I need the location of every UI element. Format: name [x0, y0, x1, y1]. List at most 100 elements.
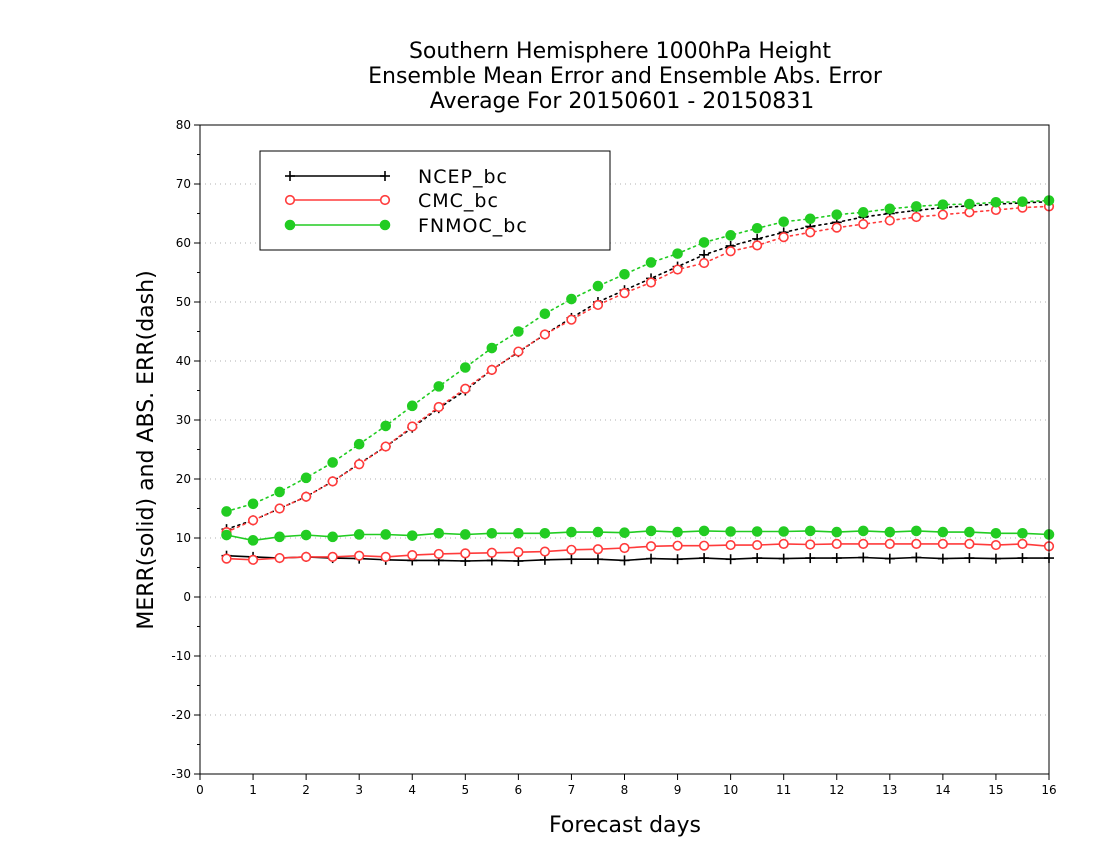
merr-point — [964, 538, 975, 550]
grid-lines — [200, 183, 1049, 716]
y-tick-label: -20 — [171, 708, 191, 722]
merr-point — [380, 529, 392, 540]
x-tick-label: 4 — [408, 783, 416, 797]
abs-err-point — [300, 472, 312, 484]
abs-err-point — [911, 201, 922, 212]
abs-err-point — [406, 400, 418, 412]
x-tick-label: 8 — [621, 783, 629, 797]
merr-point — [884, 538, 895, 550]
merr-point — [221, 529, 232, 541]
y-tick-label: -10 — [171, 649, 191, 663]
abs-err-point — [698, 237, 710, 248]
y-tick-label: 80 — [176, 118, 191, 132]
merr-point — [1017, 527, 1028, 539]
merr-point — [380, 551, 391, 562]
merr-point — [433, 548, 444, 560]
x-tick-label: 5 — [461, 783, 469, 797]
merr-point — [592, 526, 604, 538]
merr-point — [990, 527, 1002, 539]
merr-point — [406, 530, 418, 541]
abs-err-point — [937, 209, 948, 220]
abs-err-point — [645, 277, 657, 288]
abs-err-point — [751, 222, 763, 234]
x-tick-label: 11 — [776, 783, 791, 797]
merr-point — [725, 539, 736, 551]
merr-point — [354, 550, 365, 561]
merr-point — [698, 540, 710, 551]
merr-point — [460, 548, 471, 559]
merr-point — [539, 546, 551, 557]
y-tick-label: 20 — [176, 472, 191, 486]
merr-point — [672, 540, 683, 551]
merr-point — [937, 553, 948, 564]
series-layer — [221, 195, 1055, 567]
legend-marker-right — [379, 194, 391, 206]
legend-marker-left — [284, 194, 296, 206]
merr-point — [513, 556, 524, 567]
x-tick-label: 2 — [302, 783, 310, 797]
abs-err-point — [327, 476, 338, 487]
merr-point — [645, 525, 657, 537]
merr-point — [592, 554, 603, 565]
series-ncep-bc-merr — [221, 550, 1054, 567]
abs-err-point — [831, 222, 842, 233]
abs-err-point — [513, 326, 524, 337]
x-tick-label: 12 — [829, 783, 844, 797]
abs-err-point — [539, 329, 551, 340]
abs-err-point — [433, 401, 444, 413]
merr-point — [937, 526, 949, 538]
merr-point — [911, 538, 922, 550]
abs-err-point — [990, 196, 1002, 208]
y-tick-label: 10 — [176, 531, 191, 545]
merr-point — [486, 527, 498, 539]
merr-point — [884, 526, 896, 538]
merr-point — [566, 526, 577, 538]
abs-err-point — [539, 308, 551, 320]
series-fnmoc-bc-merr — [221, 525, 1055, 546]
y-tick-label: 70 — [176, 177, 191, 191]
abs-err-point — [460, 362, 471, 373]
merr-point — [646, 553, 657, 564]
merr-point — [486, 547, 497, 558]
legend-item: FNMOC_bc — [284, 215, 527, 237]
merr-point — [327, 531, 338, 543]
abs-err-point — [698, 257, 710, 269]
abs-err-point — [619, 268, 630, 280]
x-tick-label: 9 — [674, 783, 682, 797]
abs-err-point — [884, 203, 896, 215]
abs-err-point — [858, 219, 869, 230]
merr-point — [725, 554, 736, 565]
series-cmc-bc-abs-err — [221, 201, 1055, 538]
merr-point — [858, 538, 869, 550]
abs-err-point — [937, 199, 949, 210]
merr-point — [221, 553, 232, 564]
abs-err-point — [247, 515, 259, 526]
merr-point — [911, 552, 922, 563]
abs-err-point — [804, 213, 816, 225]
merr-point — [460, 529, 471, 540]
merr-point — [513, 547, 524, 558]
merr-point — [513, 527, 524, 539]
merr-point — [990, 553, 1001, 564]
merr-point — [274, 531, 285, 543]
merr-point — [566, 544, 577, 555]
x-tick-label: 10 — [723, 783, 738, 797]
merr-point — [300, 529, 312, 541]
abs-err-point — [566, 314, 577, 325]
merr-point — [619, 555, 630, 566]
abs-err-point — [857, 207, 869, 218]
abs-err-point — [274, 503, 285, 514]
abs-err-point — [354, 459, 365, 470]
abs-err-point — [380, 420, 392, 432]
merr-point — [433, 527, 445, 539]
merr-point — [619, 527, 630, 538]
legend-marker-left — [284, 219, 296, 231]
merr-point — [805, 539, 816, 550]
merr-point — [699, 553, 710, 564]
abs-err-point — [884, 215, 895, 226]
merr-point — [858, 552, 869, 563]
y-tick-label: 30 — [176, 413, 191, 427]
abs-err-line — [225, 200, 1050, 530]
